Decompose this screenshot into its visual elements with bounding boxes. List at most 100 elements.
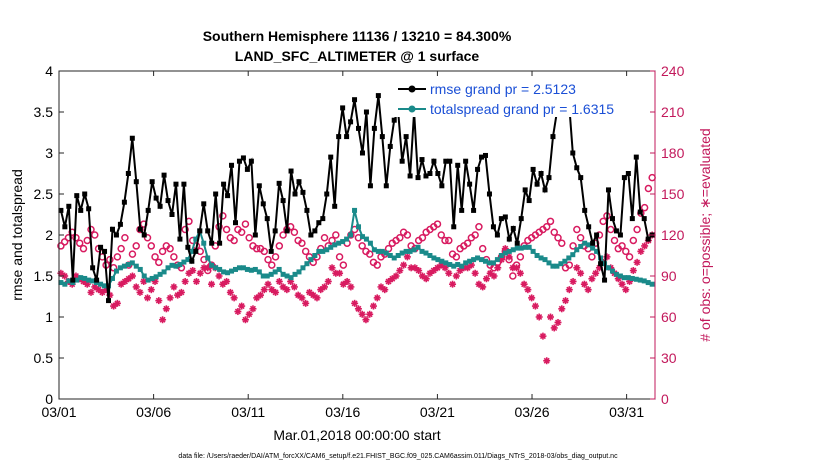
totalspread-point: [102, 283, 108, 289]
y2-tick-label: 0: [661, 391, 669, 407]
totalspread-point: [145, 277, 151, 283]
rmse-point: [617, 232, 623, 238]
totalspread-point: [240, 265, 246, 271]
x-axis: 03/01 03/06 03/11 03/16 03/21 03/26 03/31: [41, 71, 644, 420]
totalspread-point: [304, 261, 310, 267]
totalspread-point: [621, 275, 627, 281]
obs-possible-point: [588, 253, 596, 261]
rmse-point: [324, 191, 330, 197]
totalspread-point: [649, 281, 655, 287]
obs-evaluated-point: [633, 258, 641, 266]
obs-possible-point: [252, 244, 261, 253]
obs-evaluated-point: [550, 324, 558, 332]
rmse-point: [336, 134, 342, 140]
rmse-point: [340, 105, 346, 111]
totalspread-point: [625, 275, 631, 281]
rmse-point: [383, 183, 389, 189]
obs-possible-point: [633, 225, 641, 234]
obs-evaluated-point: [358, 310, 366, 318]
totalspread-point: [455, 262, 461, 268]
obs-possible-point: [271, 253, 280, 261]
totalspread-point: [82, 275, 88, 281]
rmse-point: [109, 226, 115, 232]
obs-evaluated-point: [618, 280, 626, 288]
y2-tick-label: 30: [661, 350, 677, 366]
totalspread-point: [431, 255, 437, 261]
obs-evaluated-point: [554, 318, 562, 326]
totalspread-point: [225, 270, 231, 276]
totalspread-point: [645, 280, 651, 286]
obs-evaluated-point: [369, 302, 377, 310]
obs-possible-point: [328, 236, 336, 245]
rmse-point: [590, 240, 596, 246]
obs-evaluated-point: [422, 275, 430, 283]
totalspread-point: [419, 248, 425, 254]
rmse-point: [58, 207, 64, 213]
rmse-point: [490, 224, 496, 230]
obs-evaluated-point: [294, 291, 302, 299]
rmse-point: [213, 191, 219, 197]
obs-evaluated-point: [392, 272, 400, 280]
obs-evaluated-point: [354, 305, 362, 313]
obs-evaluated-point: [347, 283, 355, 291]
totalspread-point: [371, 247, 377, 253]
obs-evaluated-point: [249, 305, 257, 313]
totalspread-point: [264, 273, 270, 279]
obs-possible-point: [121, 233, 129, 242]
obs-possible-point: [640, 203, 649, 212]
totalspread-point: [463, 260, 469, 266]
rmse-point: [205, 228, 211, 234]
totalspread-point: [260, 273, 266, 279]
rmse-point: [514, 240, 520, 246]
rmse-point: [387, 143, 393, 149]
rmse-point: [641, 216, 647, 222]
rmse-point: [482, 152, 488, 158]
rmse-point: [225, 193, 231, 199]
obs-evaluated-point: [128, 272, 136, 280]
rmse-point: [74, 193, 80, 199]
rmse-point: [189, 258, 195, 264]
rmse-point: [439, 183, 445, 189]
obs-evaluated-point: [185, 269, 193, 277]
obs-possible-point: [245, 233, 253, 242]
obs-evaluated-point: [136, 288, 144, 296]
obs-possible-point: [550, 228, 558, 237]
totalspread-point: [606, 265, 612, 271]
rmse-point: [586, 224, 592, 230]
rmse-point: [606, 187, 612, 193]
totalspread-point: [375, 248, 381, 254]
totalspread-point: [213, 265, 219, 271]
obs-possible-point: [358, 242, 366, 250]
rmse-point: [312, 228, 318, 234]
totalspread-point: [332, 242, 338, 248]
obs-possible-point: [301, 247, 310, 256]
obs-possible-point: [298, 239, 306, 247]
totalspread-point: [121, 263, 127, 269]
totalspread-point: [185, 257, 191, 263]
rmse-point: [165, 198, 171, 204]
rmse-point: [375, 93, 381, 99]
obs-evaluated-point: [309, 291, 317, 299]
rmse-point: [403, 134, 409, 140]
rmse-point: [379, 134, 385, 140]
rmse-point: [367, 183, 373, 189]
obs-evaluated-point: [494, 264, 502, 272]
obs-evaluated-point: [482, 275, 490, 283]
obs-evaluated-point: [162, 305, 170, 313]
rmse-point: [542, 187, 548, 193]
totalspread-point: [113, 268, 119, 274]
rmse-point: [94, 277, 100, 283]
obs-possible-point: [72, 233, 80, 242]
obs-evaluated-point: [256, 291, 264, 299]
obs-evaluated-point: [275, 277, 283, 285]
totalspread-point: [443, 260, 449, 266]
rmse-point: [629, 216, 635, 222]
rmse-point: [467, 181, 473, 187]
obs-evaluated-point: [313, 294, 321, 302]
obs-possible-point: [475, 223, 483, 231]
obs-possible-point: [219, 212, 227, 220]
rmse-point: [475, 166, 481, 172]
rmse-point: [633, 154, 639, 160]
rmse-point: [371, 125, 377, 131]
rmse-point: [451, 224, 457, 230]
